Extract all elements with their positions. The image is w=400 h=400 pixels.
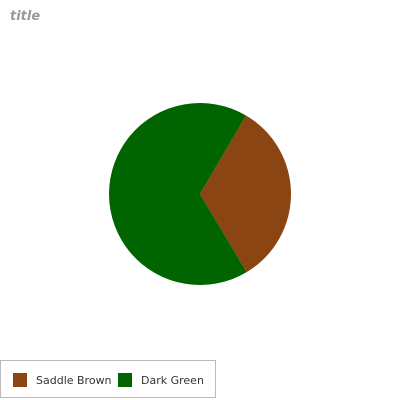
legend-label-saddle-brown: Saddle Brown: [36, 373, 112, 387]
legend-label-dark-green: Dark Green: [141, 373, 204, 387]
pie-slice-saddle-brown: [200, 115, 292, 273]
legend: Saddle Brown Dark Green: [0, 360, 216, 398]
legend-swatch-dark-green: [118, 373, 132, 387]
legend-item-saddle-brown: Saddle Brown: [13, 361, 112, 399]
legend-swatch-saddle-brown: [13, 373, 27, 387]
legend-item-dark-green: Dark Green: [118, 361, 204, 399]
chart-title: title: [10, 9, 41, 24]
pie-slice-dark-green: [109, 102, 247, 285]
